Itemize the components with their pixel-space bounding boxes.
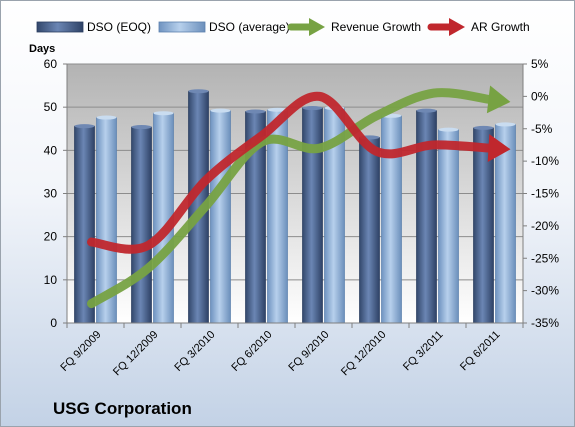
bar-top-dso-eoq: [188, 89, 209, 94]
legend-label: DSO (EOQ): [87, 20, 151, 34]
y-tick-label: 20: [44, 230, 58, 244]
y2-tick-label: -5%: [531, 122, 553, 136]
bar-dso-average: [210, 110, 231, 324]
y2-tick-label: -35%: [531, 316, 559, 330]
bar-dso-eoq: [302, 107, 323, 324]
y2-tick-label: -10%: [531, 154, 559, 168]
legend-swatch-arrowhead: [309, 18, 325, 36]
legend: DSO (EOQ) DSO (average) Revenue Growth AR G…: [36, 18, 530, 36]
bar-top-dso-average: [96, 115, 117, 120]
ar-growth-line: [87, 91, 495, 254]
bar-top-dso-eoq: [302, 106, 323, 111]
bar-top-dso-average: [210, 108, 231, 113]
bar-top-dso-average: [438, 127, 459, 132]
ar-growth-arrowhead: [487, 134, 511, 162]
bar-top-dso-average: [267, 107, 288, 112]
y-tick-label: 0: [50, 316, 57, 330]
y2-tick-label: -15%: [531, 187, 559, 201]
x-tick-label: FQ 6/2010: [229, 329, 274, 374]
bar-top-dso-average: [153, 111, 174, 116]
y-tick-label: 40: [44, 143, 58, 157]
bar-top-dso-eoq: [74, 124, 95, 129]
y-tick-label: 50: [44, 100, 58, 114]
x-tick-label: FQ 9/2009: [58, 329, 103, 374]
y2-tick-label: -30%: [531, 284, 559, 298]
x-tick-label: FQ 9/2010: [286, 329, 331, 374]
revenue-growth-line: [87, 88, 495, 309]
revenue-growth-arrowhead: [486, 85, 511, 114]
y-tick-label: 30: [44, 187, 58, 201]
legend-swatch-arrowhead: [449, 18, 465, 36]
legend-label: DSO (average): [209, 20, 290, 34]
x-tick-label: FQ 6/2011: [458, 329, 503, 374]
legend-label: AR Growth: [471, 20, 530, 34]
legend-swatch: [158, 21, 206, 33]
axes-layer: [63, 63, 527, 328]
bar-top-dso-eoq: [473, 125, 494, 130]
y-tick-label: 60: [44, 57, 58, 71]
y-axis-label: Days: [29, 43, 55, 55]
y2-tick-label: 0%: [531, 89, 549, 103]
y2-tick-label: -25%: [531, 251, 559, 265]
bar-top-dso-eoq: [131, 125, 152, 130]
bar-top-dso-eoq: [416, 108, 437, 113]
legend-label: Revenue Growth: [331, 20, 421, 34]
y2-tick-label: 5%: [531, 57, 549, 71]
bars-layer: [74, 89, 516, 324]
bar-top-dso-eoq: [245, 109, 266, 114]
bar-top-dso-average: [495, 122, 516, 127]
legend-swatch: [36, 21, 84, 33]
y2-tick-label: -20%: [531, 219, 559, 233]
company-title: USG Corporation: [53, 399, 192, 418]
bar-dso-average: [438, 129, 459, 324]
bar-dso-eoq: [74, 125, 95, 324]
x-tick-label: FQ 3/2010: [172, 329, 217, 374]
x-tick-label: FQ 3/2011: [401, 329, 446, 374]
bar-dso-eoq: [131, 126, 152, 324]
bar-dso-eoq: [359, 137, 380, 324]
x-tick-label: FQ 12/2010: [339, 329, 389, 379]
bar-dso-average: [381, 115, 402, 324]
y-tick-label: 10: [44, 273, 58, 287]
x-tick-label: FQ 12/2009: [111, 329, 161, 379]
lines-layer: [87, 85, 511, 309]
